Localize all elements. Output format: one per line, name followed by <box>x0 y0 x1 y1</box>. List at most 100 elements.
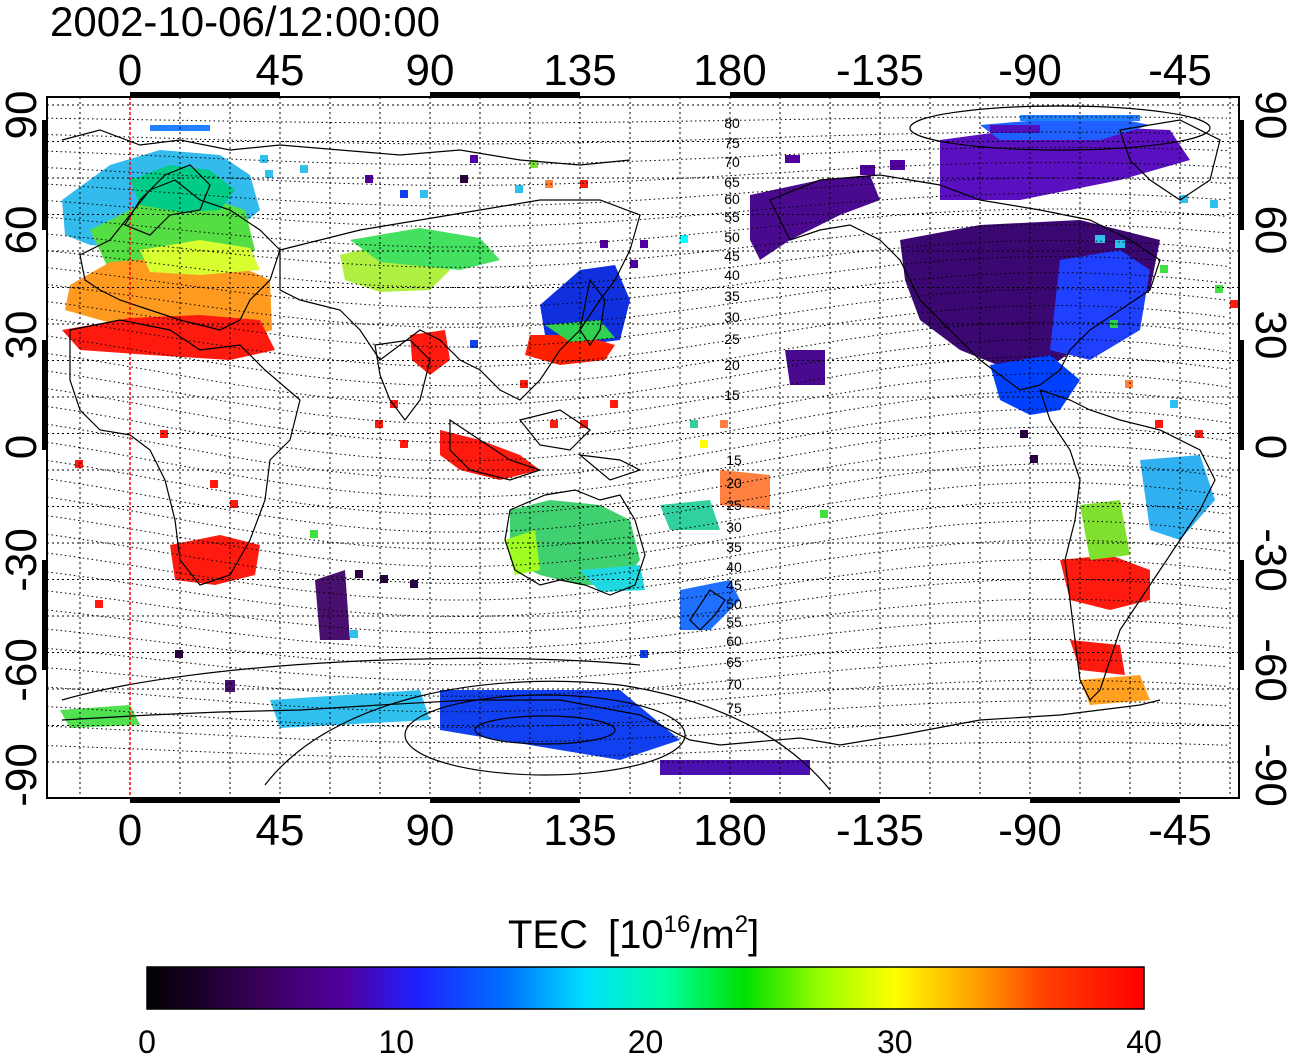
contour-curve <box>47 520 1228 584</box>
tec-patch-australia <box>510 500 640 585</box>
tec-patch-south-america-mid <box>1080 500 1130 560</box>
contour-curve <box>47 444 1228 516</box>
contour-label: 45 <box>724 248 740 264</box>
left-lat-label: 60 <box>0 206 46 255</box>
contour-curve <box>47 177 1228 207</box>
contour-curve <box>47 482 1228 550</box>
right-lat-label: -90 <box>1246 743 1292 807</box>
contour-curve <box>47 146 1228 166</box>
tec-patch-hawaii <box>785 350 825 385</box>
contour-curve <box>47 321 1228 387</box>
right-lat-label: 60 <box>1246 206 1292 255</box>
contour-label: 40 <box>726 559 742 575</box>
frame-bar <box>130 797 280 803</box>
frame-tick-bars <box>42 92 1244 803</box>
frame-bar <box>130 92 280 98</box>
bottom-lon-label: 180 <box>693 806 766 855</box>
tec-patch-canada-arctic <box>980 115 1150 140</box>
bottom-lon-label: 135 <box>543 806 616 855</box>
right-lat-label: -30 <box>1246 528 1292 592</box>
bottom-lon-label: -135 <box>836 806 924 855</box>
contour-label: 80 <box>724 115 740 131</box>
frame-bar <box>42 340 48 450</box>
tec-patch-north-america-east <box>1050 250 1150 360</box>
contour-label: 70 <box>724 154 740 170</box>
tec-patch-japan-lower <box>525 335 615 365</box>
tec-patch-brazil <box>1140 455 1215 540</box>
contour-label: 15 <box>726 452 742 468</box>
colorbar-title: TEC [1016/m2] <box>508 911 759 957</box>
contour-label: 55 <box>724 209 740 225</box>
tec-patch-central-asia <box>350 228 500 270</box>
contour-curve <box>47 208 1228 248</box>
contour-label: 20 <box>726 475 742 491</box>
tec-patch-alaska <box>750 175 880 260</box>
colorbar-tick-label: 30 <box>877 1024 913 1057</box>
left-lat-label: 90 <box>0 91 46 140</box>
tec-patch-new-zealand <box>680 580 740 630</box>
right-lat-label: 30 <box>1246 311 1292 360</box>
tec-patch-south-africa <box>170 535 260 585</box>
tec-patch-kerguelen <box>315 570 350 640</box>
colorbar-tick-labels: 0 10 20 30 40 <box>138 1024 1162 1057</box>
contour-label: 50 <box>726 596 742 612</box>
colorbar-tick-label: 0 <box>138 1024 156 1057</box>
contour-label: 50 <box>724 229 740 245</box>
contour-curve <box>47 463 1228 533</box>
tec-patch-patagonia <box>1080 675 1150 705</box>
bottom-lon-label: -90 <box>998 806 1062 855</box>
frame-bar <box>1238 340 1244 450</box>
contour-label: 20 <box>724 357 740 373</box>
contour-curve <box>47 638 1228 682</box>
top-lon-label: 90 <box>406 46 455 95</box>
top-lon-label: 0 <box>118 46 142 95</box>
contour-label: 65 <box>724 174 740 190</box>
top-lon-label: 135 <box>543 46 616 95</box>
contour-label: 75 <box>724 135 740 151</box>
right-lat-label: 90 <box>1246 91 1292 140</box>
bottom-lon-label: 90 <box>406 806 455 855</box>
frame-bar <box>730 92 880 98</box>
timestamp-title: 2002-10-06/12:00:00 <box>50 0 440 45</box>
contour-curve <box>47 721 1228 743</box>
right-lat-label: -60 <box>1246 638 1292 702</box>
contour-labels-lower: 15 20 25 30 35 40 45 50 55 60 65 70 75 <box>726 452 742 716</box>
contour-curve <box>47 131 1228 145</box>
contour-curve <box>47 239 1228 288</box>
coastlines <box>61 119 1221 746</box>
colorbar-tick-label: 40 <box>1126 1024 1162 1057</box>
contour-curve <box>47 539 1228 601</box>
frame-bar <box>430 92 580 98</box>
left-lat-label: 0 <box>0 435 46 459</box>
tec-patch-australia-west <box>505 530 540 575</box>
tec-patch-antarctica-4 <box>660 760 810 775</box>
contour-label: 30 <box>724 309 740 325</box>
top-lon-label: -135 <box>836 46 924 95</box>
colorbar: TEC [1016/m2] 0 10 20 30 40 <box>138 911 1162 1057</box>
contour-curve <box>47 578 1228 634</box>
contour-curve <box>47 426 1228 498</box>
contour-curve <box>47 390 1228 462</box>
contour-label: 35 <box>724 288 740 304</box>
top-lon-label: -45 <box>1148 46 1212 95</box>
contour-label: 15 <box>724 387 740 403</box>
top-longitude-labels: 0 45 90 135 180 -135 -90 -45 <box>118 46 1212 95</box>
tec-patch-pacific-2 <box>720 470 770 510</box>
colorbar-gradient <box>146 966 1145 1010</box>
frame-bar <box>1030 797 1180 803</box>
colorbar-tick-label: 20 <box>628 1024 664 1057</box>
tec-patch-south-america <box>1060 555 1150 610</box>
left-lat-label: -30 <box>0 528 46 592</box>
contour-curve <box>47 116 1228 124</box>
contour-curve <box>47 741 1228 759</box>
contour-label: 35 <box>726 539 742 555</box>
contour-curve <box>47 700 1228 728</box>
contour-curve <box>47 288 1228 348</box>
contour-label: 45 <box>726 577 742 593</box>
frame-bar <box>1238 120 1244 230</box>
frame-bar <box>1030 92 1180 98</box>
bottom-lon-label: -45 <box>1148 806 1212 855</box>
left-lat-label: -90 <box>0 743 46 807</box>
